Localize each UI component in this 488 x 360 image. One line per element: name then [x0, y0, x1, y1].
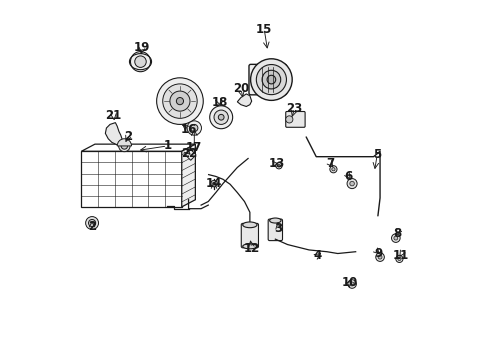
Circle shape — [347, 280, 356, 288]
Text: 23: 23 — [286, 102, 302, 115]
Circle shape — [391, 234, 399, 242]
Text: 19: 19 — [134, 41, 150, 54]
Circle shape — [121, 143, 127, 149]
Circle shape — [209, 106, 232, 129]
Circle shape — [190, 125, 198, 132]
Circle shape — [135, 56, 146, 67]
Circle shape — [250, 59, 292, 100]
FancyBboxPatch shape — [285, 112, 305, 127]
FancyBboxPatch shape — [267, 219, 282, 240]
Text: 16: 16 — [181, 123, 197, 136]
Ellipse shape — [269, 218, 281, 223]
Text: 22: 22 — [181, 147, 197, 159]
Polygon shape — [105, 123, 122, 145]
Circle shape — [397, 257, 400, 261]
Circle shape — [210, 180, 217, 187]
Text: 12: 12 — [243, 242, 259, 255]
Ellipse shape — [242, 244, 257, 249]
Circle shape — [266, 75, 275, 84]
Text: 2: 2 — [88, 220, 96, 233]
Circle shape — [375, 253, 384, 261]
Circle shape — [156, 78, 203, 125]
Ellipse shape — [242, 222, 257, 228]
Text: 10: 10 — [342, 276, 358, 289]
Polygon shape — [81, 151, 182, 207]
Text: 21: 21 — [105, 109, 122, 122]
Text: 13: 13 — [268, 157, 285, 170]
Text: 1: 1 — [163, 139, 171, 152]
Circle shape — [187, 121, 201, 135]
Circle shape — [393, 236, 397, 240]
Text: 2: 2 — [123, 130, 132, 144]
Text: 4: 4 — [313, 249, 322, 262]
Text: 20: 20 — [232, 82, 248, 95]
Circle shape — [169, 91, 190, 111]
Circle shape — [119, 140, 130, 152]
Polygon shape — [185, 149, 196, 160]
Text: 17: 17 — [186, 141, 202, 154]
Circle shape — [329, 166, 336, 173]
Wedge shape — [117, 139, 131, 146]
Circle shape — [176, 98, 183, 105]
Polygon shape — [81, 144, 195, 151]
Text: 14: 14 — [205, 177, 222, 190]
Circle shape — [212, 182, 215, 185]
Circle shape — [349, 181, 354, 186]
Circle shape — [377, 255, 381, 259]
Circle shape — [256, 64, 286, 95]
FancyBboxPatch shape — [241, 224, 258, 248]
Circle shape — [277, 164, 280, 167]
Circle shape — [285, 116, 292, 123]
Polygon shape — [182, 144, 195, 207]
Circle shape — [130, 51, 150, 72]
Text: 15: 15 — [256, 23, 272, 36]
FancyBboxPatch shape — [248, 64, 286, 95]
Text: 7: 7 — [326, 157, 334, 170]
Text: 11: 11 — [391, 249, 408, 262]
Circle shape — [218, 114, 224, 120]
Circle shape — [349, 282, 353, 286]
Circle shape — [214, 110, 228, 125]
Text: 8: 8 — [392, 227, 400, 240]
Circle shape — [395, 255, 402, 262]
Text: 18: 18 — [211, 96, 227, 109]
Circle shape — [275, 162, 282, 169]
Circle shape — [262, 70, 280, 89]
Circle shape — [88, 220, 96, 226]
Text: 6: 6 — [344, 170, 352, 183]
Text: 3: 3 — [274, 222, 282, 235]
Circle shape — [85, 217, 99, 229]
Polygon shape — [237, 94, 251, 107]
Circle shape — [163, 84, 197, 118]
Text: 5: 5 — [372, 148, 381, 161]
Text: 9: 9 — [374, 247, 382, 260]
Circle shape — [331, 168, 334, 171]
Circle shape — [346, 179, 356, 189]
